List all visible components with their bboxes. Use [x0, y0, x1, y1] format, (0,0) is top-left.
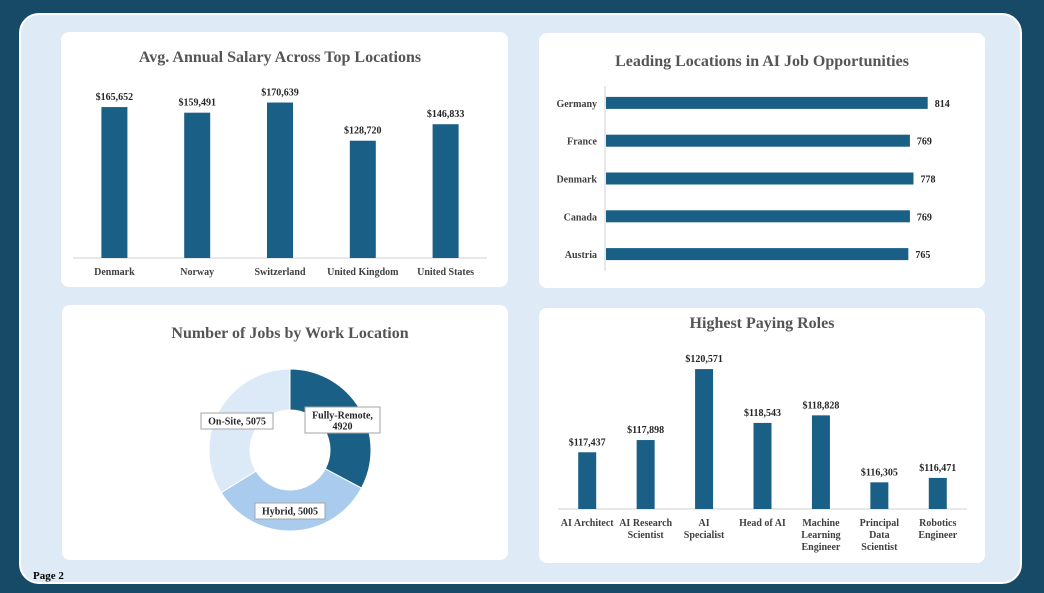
x-tick-label: Principal Data Scientist [860, 518, 900, 553]
bar [695, 369, 714, 509]
data-label: $120,571 [685, 354, 723, 365]
x-tick-label: United Kingdom [327, 267, 399, 278]
job-opportunities-chart: Leading Locations in AI Job Opportunitie… [556, 53, 950, 271]
page-label: Page 2 [33, 570, 64, 582]
bar [101, 107, 128, 258]
bar [928, 477, 947, 509]
data-label: 778 [920, 175, 935, 186]
data-label: On-Site, 5075 [208, 417, 266, 428]
data-label: $118,543 [744, 408, 781, 419]
x-tick-label: AI Specialist [684, 518, 725, 541]
data-label: $146,833 [427, 109, 465, 120]
data-label: 769 [917, 137, 932, 148]
x-tick-label: Switzerland [254, 267, 306, 278]
bar [606, 134, 910, 147]
y-tick-label: France [567, 137, 598, 148]
data-label: 769 [917, 212, 932, 223]
data-label-box [304, 406, 381, 434]
bar [811, 415, 830, 509]
data-label: 814 [935, 99, 950, 110]
donut-slice [208, 368, 291, 494]
data-label: $117,437 [569, 437, 606, 448]
salary-by-location-chart: Avg. Annual Salary Across Top Locations $… [73, 49, 487, 278]
bar [349, 140, 376, 258]
data-label: $118,828 [802, 400, 839, 411]
bar [578, 452, 597, 509]
data-label: Fully-Remote, 4920 [312, 411, 373, 433]
x-tick-label: Robotics Engineer [918, 518, 957, 541]
data-label: $117,898 [627, 425, 664, 436]
chart-title: Highest Paying Roles [690, 315, 835, 332]
x-tick-label: Norway [180, 267, 214, 278]
data-label: $128,720 [344, 126, 382, 137]
chart-title: Number of Jobs by Work Location [171, 325, 408, 342]
bar [753, 422, 772, 509]
bar [432, 124, 459, 259]
bar [636, 440, 655, 509]
bar [606, 96, 928, 109]
bar [267, 102, 293, 259]
data-label-box [200, 412, 274, 430]
salary-by-location-card: Avg. Annual Salary Across Top Locations $… [61, 32, 508, 287]
y-tick-label: Denmark [556, 175, 597, 186]
bar [184, 112, 211, 258]
x-tick-label: United States [417, 267, 474, 278]
y-tick-label: Canada [564, 212, 597, 223]
y-tick-label: Germany [556, 99, 597, 110]
chart-title: Avg. Annual Salary Across Top Locations [139, 49, 421, 66]
bar [606, 210, 910, 223]
x-tick-label: Denmark [94, 267, 135, 278]
data-label: $116,471 [919, 463, 956, 474]
bar [606, 172, 914, 185]
work-location-card: Number of Jobs by Work Location Fully-Rem… [62, 305, 508, 560]
data-label: $170,639 [261, 88, 299, 99]
highest-paying-roles-card: Highest Paying Roles $117,437 AI Architect… [539, 308, 985, 563]
x-tick-label: Machine Learning Engineer [801, 518, 841, 553]
highest-paying-roles-chart: Highest Paying Roles $117,437 AI Architect… [558, 315, 967, 553]
job-opportunities-card: Leading Locations in AI Job Opportunitie… [539, 33, 985, 288]
data-label-box [254, 502, 326, 520]
data-label: $159,491 [178, 98, 216, 109]
x-tick-label: AI Architect [561, 518, 615, 529]
data-label: Hybrid, 5005 [262, 507, 318, 518]
data-label: $165,652 [96, 92, 133, 103]
bar [870, 482, 889, 509]
bar [606, 248, 909, 261]
x-tick-label: Head of AI [739, 518, 786, 529]
data-label: 765 [915, 250, 930, 261]
y-tick-label: Austria [565, 250, 597, 261]
x-tick-label: AI Research Scientist [619, 518, 672, 541]
data-label: $116,305 [861, 467, 898, 478]
chart-title: Leading Locations in AI Job Opportunitie… [615, 53, 909, 70]
work-location-chart: Number of Jobs by Work Location Fully-Rem… [171, 325, 409, 532]
